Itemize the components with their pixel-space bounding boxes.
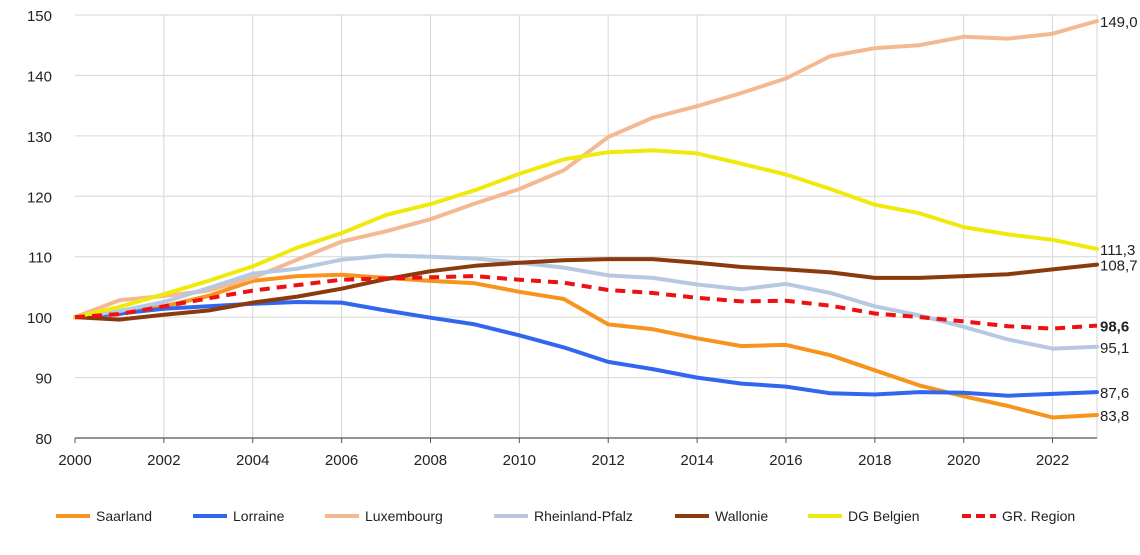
x-tick-label: 2022	[1036, 452, 1069, 469]
legend-label: GR. Region	[1002, 508, 1075, 524]
x-tick-label: 2016	[769, 452, 802, 469]
end-label-rheinland-pfalz: 95,1	[1100, 340, 1129, 357]
series-line-lorraine	[73, 300, 1099, 398]
legend-label: DG Belgien	[848, 508, 920, 524]
legend-label: Rheinland-Pfalz	[534, 508, 633, 524]
legend-label: Lorraine	[233, 508, 285, 524]
series-line-dg-belgien	[73, 148, 1099, 320]
series-line-luxembourg	[73, 19, 1099, 320]
x-tick-label: 2020	[947, 452, 980, 469]
series-line-wallonie	[73, 257, 1099, 322]
x-tick-label: 2008	[414, 452, 447, 469]
x-tick-label: 2010	[503, 452, 536, 469]
end-label-lorraine: 87,6	[1100, 385, 1129, 402]
y-tick-label: 100	[27, 310, 52, 327]
y-tick-label: 90	[35, 371, 52, 388]
x-tick-label: 2012	[592, 452, 625, 469]
x-tick-label: 2006	[325, 452, 358, 469]
series-line-rheinland-pfalz	[73, 253, 1099, 351]
y-tick-label: 80	[35, 431, 52, 448]
legend: Saarland Lorraine Luxembourg Rheinland-Pfal…	[56, 508, 1075, 524]
x-axis	[74, 437, 1097, 443]
x-tick-label: 2000	[58, 452, 91, 469]
series-lines	[73, 19, 1099, 420]
series-line-saarland	[73, 272, 1099, 420]
y-tick-label: 150	[27, 8, 52, 25]
y-tick-label: 120	[27, 189, 52, 206]
x-tick-label: 2018	[858, 452, 891, 469]
x-tick-label: 2014	[680, 452, 713, 469]
legend-label: Saarland	[96, 508, 152, 524]
end-label-luxembourg: 149,0	[1100, 14, 1138, 31]
end-label-gr-region: 98,6	[1100, 319, 1129, 336]
legend-label: Wallonie	[715, 508, 768, 524]
grid-lines	[75, 14, 1098, 438]
end-label-saarland: 83,8	[1100, 408, 1129, 425]
y-tick-label: 140	[27, 68, 52, 85]
end-label-dg-belgien: 111,3	[1100, 242, 1135, 259]
x-tick-label: 2004	[236, 452, 269, 469]
y-tick-label: 110	[28, 250, 52, 267]
y-tick-label: 130	[27, 129, 52, 146]
end-label-wallonie: 108,7	[1100, 258, 1138, 275]
x-tick-label: 2002	[147, 452, 180, 469]
legend-label: Luxembourg	[365, 508, 443, 524]
series-line-gr-region	[74, 274, 1098, 331]
y-axis-tick-labels: 80 90 100 110 120 130 140 150	[27, 8, 52, 448]
x-axis-tick-labels: 2000 2002 2004 2006 2008 2010 2012 2014 2016 2018…	[58, 452, 1069, 469]
